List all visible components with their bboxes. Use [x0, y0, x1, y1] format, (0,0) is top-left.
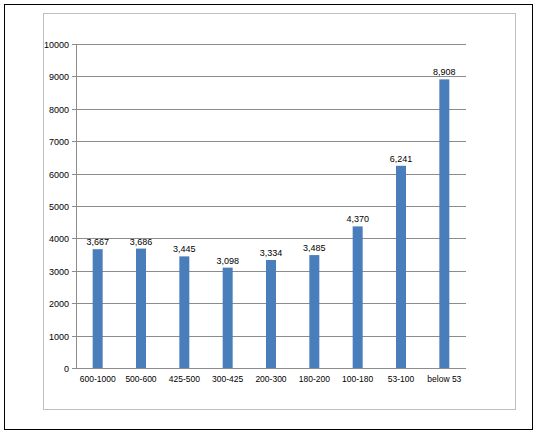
y-tick [72, 303, 76, 304]
y-tick [72, 271, 76, 272]
y-tick-label: 2000 [49, 299, 69, 309]
data-label: 8,908 [433, 67, 456, 77]
bar [179, 256, 189, 368]
y-tick [72, 109, 76, 110]
image-border [5, 5, 533, 430]
x-tick-label: 53-100 [388, 374, 415, 384]
y-tick [72, 206, 76, 207]
bar [353, 226, 363, 368]
y-tick-label: 9000 [49, 72, 69, 82]
x-tick-label: 600-1000 [80, 374, 116, 384]
data-label: 3,485 [303, 243, 326, 253]
bar [93, 249, 103, 368]
bar [396, 166, 406, 368]
grid-line [76, 174, 466, 175]
x-tick-label: 425-500 [169, 374, 200, 384]
data-label: 4,370 [346, 214, 369, 224]
x-tick-label: below 53 [427, 374, 461, 384]
y-tick [72, 238, 76, 239]
data-label: 3,334 [260, 248, 283, 258]
y-tick [72, 76, 76, 77]
bar [136, 249, 146, 368]
data-label: 3,445 [173, 244, 196, 254]
data-label: 3,667 [86, 237, 109, 247]
bars [93, 79, 450, 368]
grid-line [76, 141, 466, 142]
y-tick-label: 1000 [49, 332, 69, 342]
y-tick-label: 10000 [44, 40, 69, 50]
x-tick-label: 200-300 [255, 374, 286, 384]
chart-frame [44, 14, 516, 410]
y-tick-label: 3000 [49, 267, 69, 277]
y-tick [72, 174, 76, 175]
y-tick-label: 6000 [49, 170, 69, 180]
grid-line [76, 206, 466, 207]
x-tick-label: 100-180 [342, 374, 373, 384]
grid-line [76, 109, 466, 110]
data-label: 3,686 [130, 237, 153, 247]
grid-line [76, 44, 466, 45]
y-axis [76, 44, 77, 368]
data-label: 6,241 [390, 154, 413, 164]
y-tick [72, 141, 76, 142]
bar [266, 260, 276, 368]
chart-svg: 0 1000 2000 3000 4000 5000 6000 7000 8000 9000 100… [0, 0, 537, 435]
y-tick [72, 44, 76, 45]
bar [439, 79, 449, 368]
grid-line [76, 76, 466, 77]
y-tick-label: 4000 [49, 234, 69, 244]
bar [309, 255, 319, 368]
data-label: 3,098 [216, 256, 239, 266]
y-tick-label: 5000 [49, 202, 69, 212]
y-tick-label: 8000 [49, 105, 69, 115]
y-tick [72, 368, 76, 369]
y-tick-label: 0 [64, 364, 69, 374]
bar [223, 268, 233, 368]
grid-line [76, 368, 466, 369]
x-tick-label: 300-425 [212, 374, 243, 384]
x-tick-label: 180-200 [299, 374, 330, 384]
y-tick [72, 336, 76, 337]
x-tick-label: 500-600 [125, 374, 156, 384]
x-axis [76, 368, 466, 369]
y-tick-label: 7000 [49, 137, 69, 147]
